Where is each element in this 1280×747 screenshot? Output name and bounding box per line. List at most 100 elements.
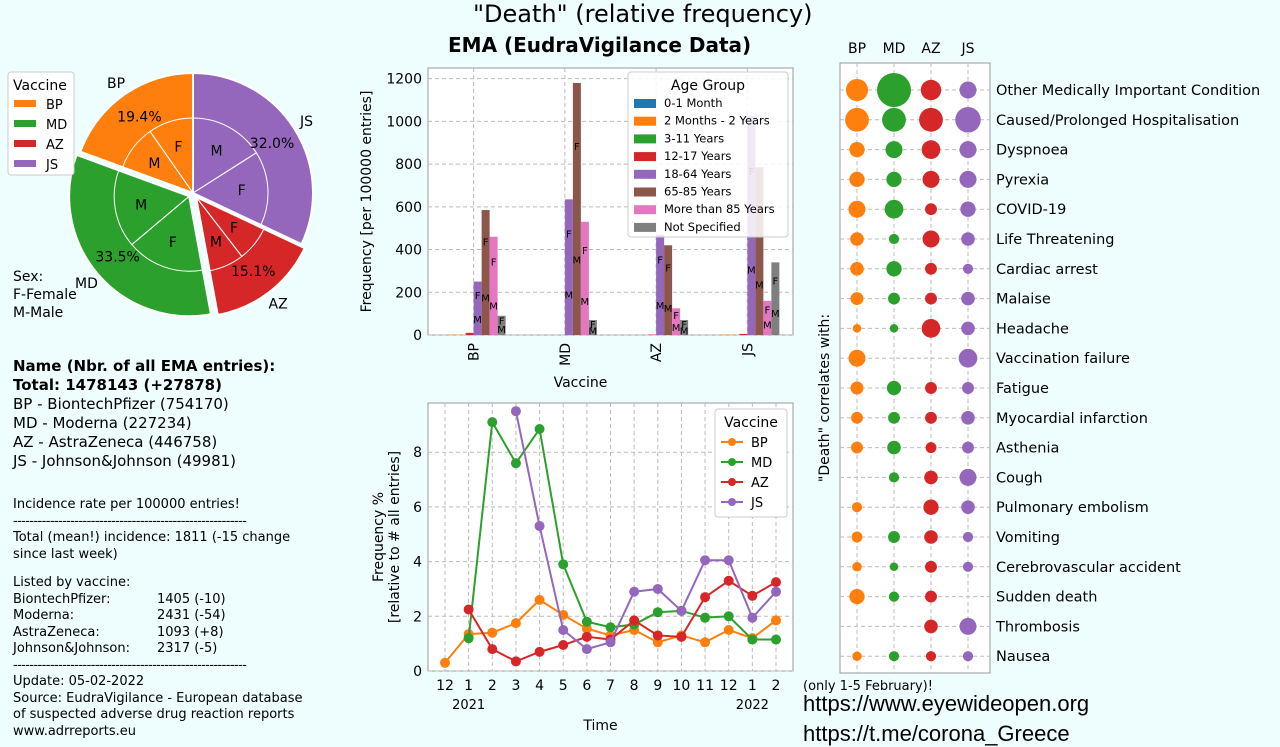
sex-note-male: M-Male xyxy=(13,304,77,322)
incidence-note: Incidence rate per 100000 entries! xyxy=(13,497,303,514)
bar-sex-label: M xyxy=(473,315,482,326)
bubble-row-label: Nausea xyxy=(996,649,1050,665)
pie-percent-label: 19.4% xyxy=(117,109,161,125)
bubble-nausea-js xyxy=(963,651,973,661)
bubble-row-label: Malaise xyxy=(996,292,1051,308)
line-point-md xyxy=(771,635,781,645)
pie-sex-label: F xyxy=(238,183,246,199)
bubble-malaise-md xyxy=(888,293,900,305)
line-y-tick: 0 xyxy=(413,664,422,680)
divider: ----------------------------------------… xyxy=(13,658,303,675)
line-x-tick: 1 xyxy=(748,678,757,694)
line-point-js xyxy=(700,555,710,565)
bar-legend-swatch xyxy=(634,117,656,126)
line-point-az xyxy=(653,630,663,640)
incidence-block: Incidence rate per 100000 entries! -----… xyxy=(13,497,303,740)
bubble-sudden-death-bp xyxy=(849,589,864,604)
line-point-bp xyxy=(700,637,710,647)
line-point-md xyxy=(558,559,568,569)
bar-bp-65-85-years xyxy=(482,210,490,335)
bar-legend-label: Not Specified xyxy=(664,220,741,234)
line-legend-label: JS xyxy=(750,496,763,511)
bar-sex-label: M xyxy=(664,304,673,315)
bar-sex-label: M xyxy=(565,290,574,301)
bar-sex-label: F xyxy=(764,305,770,316)
bar-legend-swatch xyxy=(634,152,656,161)
bubble-myocardial-infarction-md xyxy=(888,412,900,424)
total-incidence-line2: since last week) xyxy=(13,547,303,564)
bubble-cardiac-arrest-bp xyxy=(850,262,864,276)
line-point-js xyxy=(558,625,568,635)
listed-row: BiontechPfizer:1405 (-10) xyxy=(13,592,303,609)
bubble-fatigue-bp xyxy=(851,382,864,395)
bubble-row-label: Vaccination failure xyxy=(996,351,1130,367)
bubble-nausea-bp xyxy=(852,651,862,661)
bubble-row-label: Caused/Prolonged Hospitalisation xyxy=(996,113,1239,129)
line-year-label: 2022 xyxy=(736,698,769,713)
bubble-thrombosis-az xyxy=(924,620,938,634)
footer-link-eyewideopen[interactable]: https://www.eyewideopen.org xyxy=(803,691,1089,717)
bubble-column-label: BP xyxy=(848,41,866,57)
line-x-tick: 2 xyxy=(488,678,497,694)
bubble-caused-prolonged-hospitalisation-bp xyxy=(845,108,869,132)
bar-legend-swatch xyxy=(634,99,656,108)
bubble-cough-js xyxy=(960,469,977,486)
line-y-tick: 6 xyxy=(413,500,422,516)
bubble-row-label: Headache xyxy=(996,321,1069,337)
source-url: www.adrreports.eu xyxy=(13,724,303,741)
bubble-asthenia-md xyxy=(887,441,901,455)
bar-sex-label: M xyxy=(581,297,590,308)
bubble-row-label: Life Threatening xyxy=(996,232,1114,248)
line-point-md xyxy=(606,622,616,632)
line-year-label: 2021 xyxy=(452,698,485,713)
line-x-tick: 9 xyxy=(653,678,662,694)
bubble-vaccination-failure-bp xyxy=(849,350,866,367)
bar-sex-label: M xyxy=(497,325,506,336)
bubble-cerebrovascular-accident-az xyxy=(925,561,937,573)
bar-sex-label: F xyxy=(475,291,481,302)
bar-sex-label: F xyxy=(582,246,588,257)
bubble-pyrexia-az xyxy=(923,171,940,188)
footer-link-telegram[interactable]: https://t.me/corona_Greece xyxy=(803,721,1070,747)
vaccine-bp-entry: BP - BiontechPfizer (754170) xyxy=(13,395,275,414)
line-point-az xyxy=(700,592,710,602)
source-line2: of suspected adverse drug reaction repor… xyxy=(13,707,303,724)
bubble-column-label: AZ xyxy=(921,41,940,57)
line-point-az xyxy=(724,576,734,586)
bubble-pulmonary-embolism-js xyxy=(961,500,975,514)
bubble-other-medically-important-condition-bp xyxy=(846,79,868,101)
bubble-pyrexia-md xyxy=(886,172,901,187)
bar-chart: 020040060080010001200FMFMFMFMBPFMFMFMFMM… xyxy=(355,58,805,398)
line-point-md xyxy=(464,633,474,643)
line-point-az xyxy=(676,632,686,642)
bubble-vaccination-failure-js xyxy=(959,349,978,368)
bubble-row-label: Pyrexia xyxy=(996,172,1049,188)
bubble-vomiting-js xyxy=(963,532,973,542)
line-point-az xyxy=(558,640,568,650)
bar-js-not-specified xyxy=(771,262,779,335)
bubble-asthenia-js xyxy=(962,442,974,454)
pie-sex-label: M xyxy=(135,198,147,214)
bar-sex-label: F xyxy=(772,277,778,288)
vaccine-js-entry: JS - Johnson&Johnson (49981) xyxy=(13,452,275,471)
bubble-row-label: Cough xyxy=(996,470,1043,486)
bubble-cardiac-arrest-js xyxy=(963,264,973,274)
bubble-headache-az xyxy=(922,319,941,338)
name-header: Name (Nbr. of all EMA entries): xyxy=(13,357,275,376)
total-incidence-line1: Total (mean!) incidence: 1811 (-15 chang… xyxy=(13,530,303,547)
bar-sex-label: M xyxy=(763,321,772,332)
line-x-tick: 10 xyxy=(673,678,691,694)
listed-value: 1405 (-10) xyxy=(157,592,226,609)
listed-row: Johnson&Johnson:2317 (-5) xyxy=(13,641,303,658)
pie-legend-swatch xyxy=(14,140,36,147)
bar-legend-swatch xyxy=(634,170,656,179)
line-x-tick: 5 xyxy=(559,678,568,694)
line-point-md xyxy=(724,611,734,621)
bar-sex-label: F xyxy=(491,257,497,268)
line-point-js xyxy=(771,587,781,597)
bar-x-tick: AZ xyxy=(649,343,665,362)
bar-az-65-85-years xyxy=(664,245,672,335)
bubble-myocardial-infarction-bp xyxy=(851,412,863,424)
